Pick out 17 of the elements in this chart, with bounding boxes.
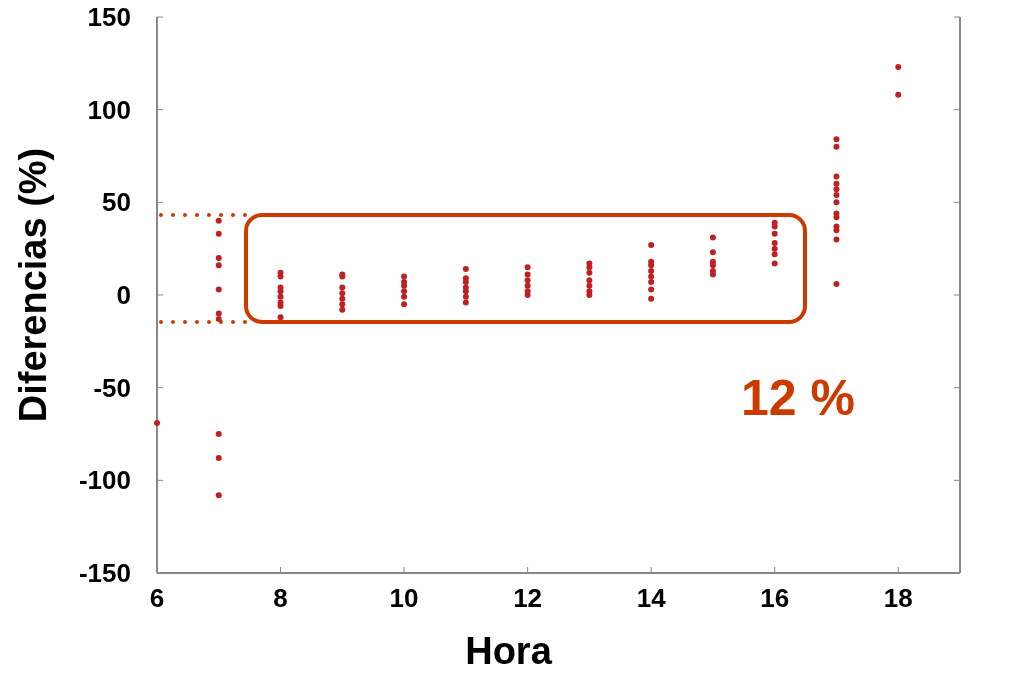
- x-axis-title: Hora: [465, 630, 553, 672]
- x-tick-label: 6: [149, 583, 165, 613]
- y-tick-label: 100: [87, 94, 131, 125]
- x-tick-label: 8: [273, 583, 288, 613]
- x-tick-label: 12: [513, 583, 543, 613]
- y-tick-label: 150: [87, 2, 131, 32]
- y-tick-label: -100: [78, 465, 131, 496]
- x-tick-label: 10: [389, 583, 419, 613]
- x-tick-label: 18: [883, 583, 913, 613]
- y-tick-label: 0: [116, 280, 131, 310]
- y-tick-label: -150: [78, 558, 131, 588]
- annotation: 12 %: [741, 370, 855, 426]
- y-tick-label: -50: [93, 372, 131, 403]
- y-axis-title: Diferencias (%): [12, 147, 54, 423]
- x-tick-label: 16: [760, 583, 790, 613]
- x-tick-label: 14: [636, 583, 667, 613]
- y-tick-label: 50: [102, 187, 131, 218]
